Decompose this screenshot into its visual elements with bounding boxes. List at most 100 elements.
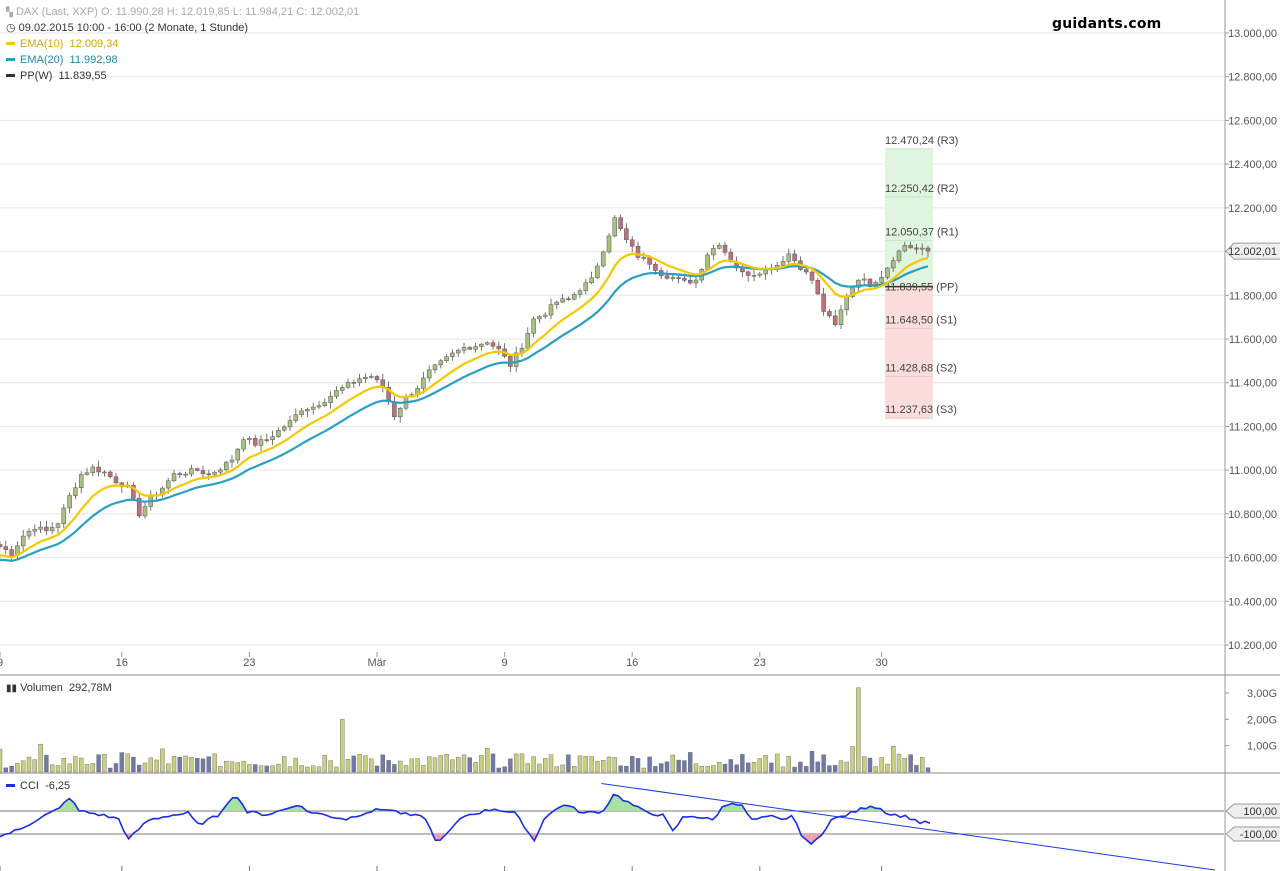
- candle-down: [131, 484, 136, 499]
- candle-up: [560, 298, 565, 303]
- volume-bar: [502, 766, 507, 773]
- volume-bar: [282, 756, 287, 773]
- candle-up: [641, 257, 647, 259]
- volume-bar: [519, 753, 525, 773]
- volume-bar: [589, 756, 594, 773]
- volume-bar: [15, 763, 20, 773]
- volume-bar: [537, 763, 542, 773]
- volume-bar: [90, 763, 96, 773]
- volume-bar: [160, 748, 165, 773]
- volume-bar: [467, 757, 472, 773]
- cci-overbought-fill: [608, 794, 614, 811]
- last-price-tag: [1225, 242, 1280, 260]
- price-axis-label: 11.800,00: [1229, 290, 1277, 302]
- ema10-legend[interactable]: EMA(10) 12.009,34: [6, 37, 118, 51]
- volume-bar: [885, 763, 890, 773]
- volume-bar: [125, 753, 130, 773]
- candle-up: [183, 473, 188, 476]
- candle-up: [473, 346, 478, 350]
- volume-axis-label: 2,00G: [1247, 714, 1277, 726]
- candle-up: [896, 250, 902, 261]
- volume-bar: [676, 759, 681, 773]
- cci-legend[interactable]: CCI -6,25: [6, 779, 70, 793]
- volume-bar: [322, 754, 327, 773]
- volume-bar: [50, 764, 55, 773]
- candle-up: [861, 278, 867, 281]
- volume-bar: [867, 757, 873, 773]
- volume-bar: [9, 765, 14, 773]
- candle-up: [856, 279, 861, 288]
- volume-bar: [223, 761, 229, 773]
- candle-up: [235, 448, 241, 461]
- volume-axis-label: 3,00G: [1247, 688, 1277, 700]
- candle-up: [276, 429, 281, 437]
- candle-up: [78, 474, 84, 489]
- candle-down: [624, 228, 629, 241]
- candle-down: [351, 382, 357, 384]
- volume-bar: [148, 757, 154, 773]
- candle-down: [629, 239, 635, 247]
- volume-bar: [688, 752, 693, 773]
- candle-up: [345, 382, 351, 388]
- volume-bar: [844, 761, 849, 773]
- price-axis-label: 12.200,00: [1228, 203, 1277, 215]
- candle-down: [682, 277, 687, 281]
- candle-up: [525, 332, 531, 349]
- cci-value: -6,25: [45, 780, 71, 792]
- price-axis-label: 12.400,00: [1228, 159, 1277, 171]
- ohlc-text: DAX (Last, XXP) O: 11.990,28 H: 12.019,8…: [15, 6, 360, 18]
- volume-bar: [369, 758, 374, 773]
- cci-oversold-fill: [811, 834, 817, 845]
- volume-bar: [183, 755, 188, 773]
- volume-bar: [212, 753, 217, 773]
- volume-bar: [293, 757, 298, 773]
- volume-bar: [21, 760, 26, 773]
- candle-up: [885, 267, 890, 278]
- candle-up: [102, 471, 107, 474]
- candle-up: [218, 469, 223, 473]
- candle-up: [73, 487, 78, 496]
- ema10-label: EMA(10): [20, 38, 64, 50]
- candle-up: [542, 314, 548, 317]
- candle-down: [832, 315, 838, 325]
- volume-bar: [421, 765, 426, 773]
- price-axis-label: 11.400,00: [1229, 378, 1277, 390]
- volume-bar: [206, 756, 212, 773]
- time-axis-label: 30: [875, 657, 887, 669]
- candle-up: [84, 472, 90, 475]
- volume-bar: [131, 756, 136, 773]
- volume-bar: [908, 754, 913, 773]
- volume-bar: [914, 765, 919, 773]
- pivot-label-r1: 12.050,37 (R1): [885, 227, 958, 239]
- volume-bar: [612, 757, 617, 773]
- candle-up: [711, 248, 716, 256]
- candle-down: [687, 280, 693, 284]
- price-axis-label: 12.800,00: [1228, 72, 1277, 84]
- volume-bar: [653, 766, 658, 773]
- volume-bar: [531, 756, 536, 773]
- volume-bar: [809, 751, 815, 773]
- ema10-swatch: [6, 41, 15, 45]
- candle-down: [925, 247, 931, 252]
- volume-bar: [189, 757, 194, 773]
- volume-bar: [432, 757, 438, 773]
- volume-bar: [258, 765, 264, 773]
- volume-bar: [194, 757, 200, 773]
- ema20-legend[interactable]: EMA(20) 11.992,98: [6, 53, 118, 67]
- pp-legend[interactable]: PP(W) 11.839,55: [6, 69, 107, 83]
- volume-bar: [142, 762, 148, 773]
- volume-bar: [548, 754, 554, 773]
- volume-legend[interactable]: ▮▮ Volumen 292,78M: [6, 681, 112, 696]
- candle-up: [171, 473, 177, 482]
- candle-down: [3, 546, 9, 550]
- candle-up: [90, 466, 96, 473]
- time-axis-label: 23: [243, 657, 255, 669]
- volume-bar: [165, 763, 171, 773]
- candle-up: [571, 294, 577, 300]
- volume-bar: [0, 748, 3, 773]
- volume-bar: [229, 761, 235, 773]
- volume-bar: [102, 754, 107, 773]
- pp-swatch: [6, 73, 15, 77]
- ema20-label: EMA(20): [20, 54, 64, 66]
- cci-reference-tag: [1225, 826, 1280, 842]
